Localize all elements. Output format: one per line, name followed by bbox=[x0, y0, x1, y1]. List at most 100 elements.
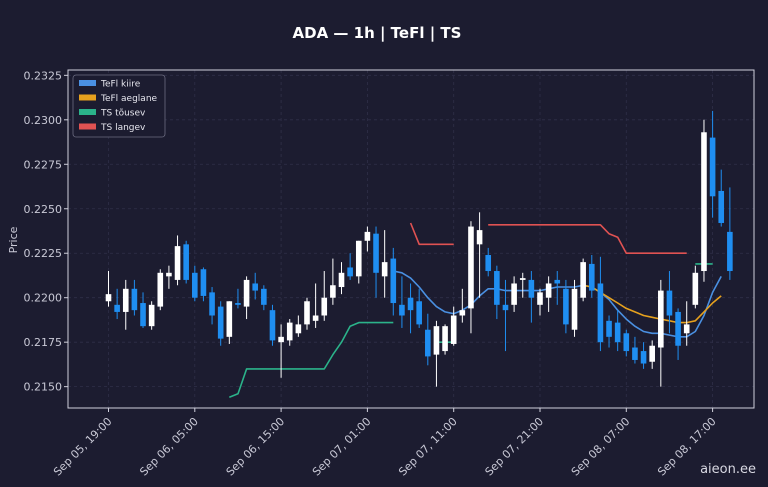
candles bbox=[105, 110, 733, 387]
candle-body bbox=[528, 279, 535, 298]
candle-body bbox=[476, 230, 483, 245]
candle-up bbox=[683, 301, 690, 346]
candle-down bbox=[209, 287, 215, 325]
candle-body bbox=[399, 304, 405, 316]
candle-body bbox=[148, 304, 155, 327]
candle-body bbox=[709, 137, 716, 197]
candle-body bbox=[381, 262, 388, 277]
candle-body bbox=[485, 255, 492, 272]
candle-up bbox=[649, 340, 655, 369]
candle-body bbox=[442, 326, 448, 352]
candle-body bbox=[701, 132, 707, 272]
candle-body bbox=[554, 279, 561, 284]
candle-body bbox=[718, 190, 725, 223]
candle-down bbox=[632, 336, 638, 364]
candle-body bbox=[364, 231, 371, 241]
candle-body bbox=[269, 310, 276, 341]
candle-body bbox=[407, 297, 414, 311]
candle-body bbox=[330, 285, 336, 298]
candle-body bbox=[226, 301, 233, 337]
ts-langev-line bbox=[409, 222, 454, 246]
candle-body bbox=[511, 283, 517, 305]
candle-body bbox=[209, 292, 215, 316]
candle-body bbox=[614, 322, 621, 343]
candle-down bbox=[606, 315, 612, 348]
candle-body bbox=[597, 283, 604, 343]
candle-body bbox=[338, 272, 345, 288]
candle-body bbox=[545, 283, 552, 298]
candle-up bbox=[105, 271, 112, 307]
y-tick-label: 0.2275 bbox=[24, 158, 63, 171]
candle-body bbox=[416, 301, 422, 325]
y-tick-label: 0.2175 bbox=[24, 336, 63, 349]
candle-down bbox=[200, 267, 207, 302]
candle-up bbox=[338, 262, 345, 295]
candle-down bbox=[390, 247, 397, 316]
candle-body bbox=[122, 288, 129, 312]
candle-up bbox=[157, 269, 164, 311]
candle-up bbox=[226, 301, 233, 344]
candle-body bbox=[537, 292, 543, 305]
candle-body bbox=[183, 244, 189, 280]
candle-up bbox=[304, 297, 310, 330]
candle-down bbox=[399, 276, 405, 328]
legend-label: TeFl kiire bbox=[100, 80, 141, 90]
candle-down bbox=[407, 283, 414, 334]
candle-body bbox=[157, 272, 164, 307]
candle-down bbox=[502, 279, 509, 352]
candle-down bbox=[252, 272, 259, 300]
candle-down bbox=[666, 271, 673, 334]
candle-down bbox=[640, 342, 647, 369]
candle-down bbox=[347, 253, 353, 280]
candle-up bbox=[442, 324, 448, 355]
candle-up bbox=[433, 320, 440, 387]
candle-body bbox=[243, 279, 250, 307]
candle-down bbox=[563, 279, 569, 334]
candle-body bbox=[252, 283, 259, 291]
candle-up bbox=[355, 240, 362, 284]
candle-body bbox=[502, 304, 509, 311]
candle-down bbox=[425, 313, 431, 366]
candle-body bbox=[649, 345, 655, 362]
candle-body bbox=[519, 278, 526, 280]
candle-up bbox=[364, 226, 371, 252]
plot-frame bbox=[67, 69, 755, 409]
candle-body bbox=[261, 288, 267, 305]
candle-body bbox=[433, 326, 440, 355]
candle-body bbox=[563, 288, 569, 325]
candle-body bbox=[373, 233, 379, 273]
legend-swatch bbox=[79, 80, 96, 86]
candle-down bbox=[485, 247, 492, 277]
candle-body bbox=[105, 294, 112, 302]
candle-body bbox=[235, 303, 241, 305]
candle-body bbox=[666, 290, 673, 316]
candle-up bbox=[571, 279, 578, 337]
candle-up bbox=[321, 271, 328, 321]
candle-up bbox=[511, 276, 517, 312]
ts-tousev-line bbox=[229, 321, 394, 399]
candle-body bbox=[174, 246, 181, 280]
candle-down bbox=[192, 265, 198, 302]
candle-up bbox=[468, 221, 474, 334]
candle-up bbox=[295, 315, 302, 337]
candle-body bbox=[192, 272, 198, 298]
candle-up bbox=[243, 276, 250, 320]
candle-down bbox=[416, 288, 422, 328]
candle-body bbox=[217, 306, 224, 339]
candle-down bbox=[554, 271, 561, 305]
candle-up bbox=[450, 306, 457, 346]
legend: TeFl kiire TeFl aeglane TS tõusev TS langev bbox=[72, 74, 166, 138]
candle-up bbox=[692, 265, 699, 309]
y-tick-label: 0.2325 bbox=[24, 69, 63, 82]
candle-body bbox=[571, 288, 578, 330]
candle-body bbox=[140, 303, 146, 327]
candle-down bbox=[114, 288, 120, 320]
candle-body bbox=[588, 263, 595, 291]
candle-body bbox=[580, 262, 586, 298]
candle-up bbox=[312, 283, 319, 328]
legend-swatch bbox=[79, 123, 96, 130]
candle-body bbox=[468, 226, 474, 309]
candle-up bbox=[166, 265, 172, 289]
candle-down bbox=[597, 256, 604, 352]
candle-down bbox=[614, 310, 621, 352]
